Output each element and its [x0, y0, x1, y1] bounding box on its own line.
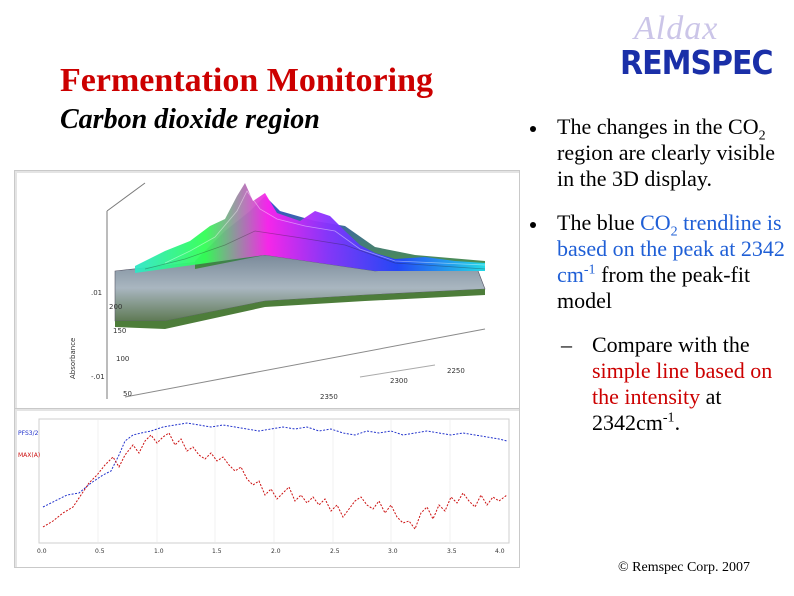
x-tick-4: 1.5	[212, 548, 222, 555]
depth-tick-3: 100	[116, 355, 129, 363]
depth-tick-2: 150	[113, 327, 126, 335]
sub-bullet-dash: –	[561, 332, 572, 357]
sub-bullet-item: – Compare with the simple line based on …	[561, 332, 773, 435]
legend-red: MAX(A)	[18, 452, 40, 459]
x-tick-1: 0.0	[37, 548, 47, 555]
x-tick-2: 0.5	[95, 548, 105, 555]
legend-blue: PFS3/2	[18, 430, 39, 437]
bullet-item-2: The blue CO2 trendline is based on the p…	[530, 210, 785, 314]
x-tick-9: 4.0	[495, 548, 505, 555]
depth-tick-1: 200	[109, 303, 122, 311]
logo-text: REMSPEC	[620, 44, 774, 83]
z-tick-1: .01	[91, 289, 102, 297]
slide-title: Fermentation Monitoring	[60, 62, 433, 99]
x-tick-3: 1.0	[154, 548, 164, 555]
bullet-dot	[530, 222, 536, 228]
remspec-logo: Aldax REMSPEC	[614, 10, 784, 84]
x-tick-5: 2.0	[271, 548, 281, 555]
trend-plot-panel: PFS3/2 MAX(A) 0.0 0.5 1.0 1.5 2.0 2.5 3.…	[14, 408, 520, 568]
plot-3d-panel: Absorbance .01 -.01 200 150 100 50 2350 …	[14, 170, 520, 409]
bullet-list: The changes in the CO2 region are clearl…	[530, 114, 785, 454]
plot3d-ylabel: Absorbance	[69, 338, 77, 379]
copyright-footer: © Remspec Corp. 2007	[618, 560, 750, 575]
x-tick-8: 3.5	[447, 548, 457, 555]
x-tick-6: 2.5	[330, 548, 340, 555]
logo-script: Aldax	[634, 10, 719, 47]
wavenumber-tick-3: 2250	[447, 367, 465, 375]
wavenumber-tick-2: 2300	[390, 377, 408, 385]
depth-tick-4: 50	[123, 390, 132, 398]
z-tick-2: -.01	[91, 373, 105, 381]
bullet-item-1: The changes in the CO2 region are clearl…	[530, 114, 785, 192]
plot-3d-svg: Absorbance .01 -.01 200 150 100 50 2350 …	[69, 182, 486, 401]
slide-subtitle: Carbon dioxide region	[60, 104, 320, 135]
trend-plot-svg: PFS3/2 MAX(A) 0.0 0.5 1.0 1.5 2.0 2.5 3.…	[18, 418, 510, 555]
bullet-dot	[530, 126, 536, 132]
wavenumber-tick-1: 2350	[320, 393, 338, 401]
x-tick-7: 3.0	[388, 548, 398, 555]
